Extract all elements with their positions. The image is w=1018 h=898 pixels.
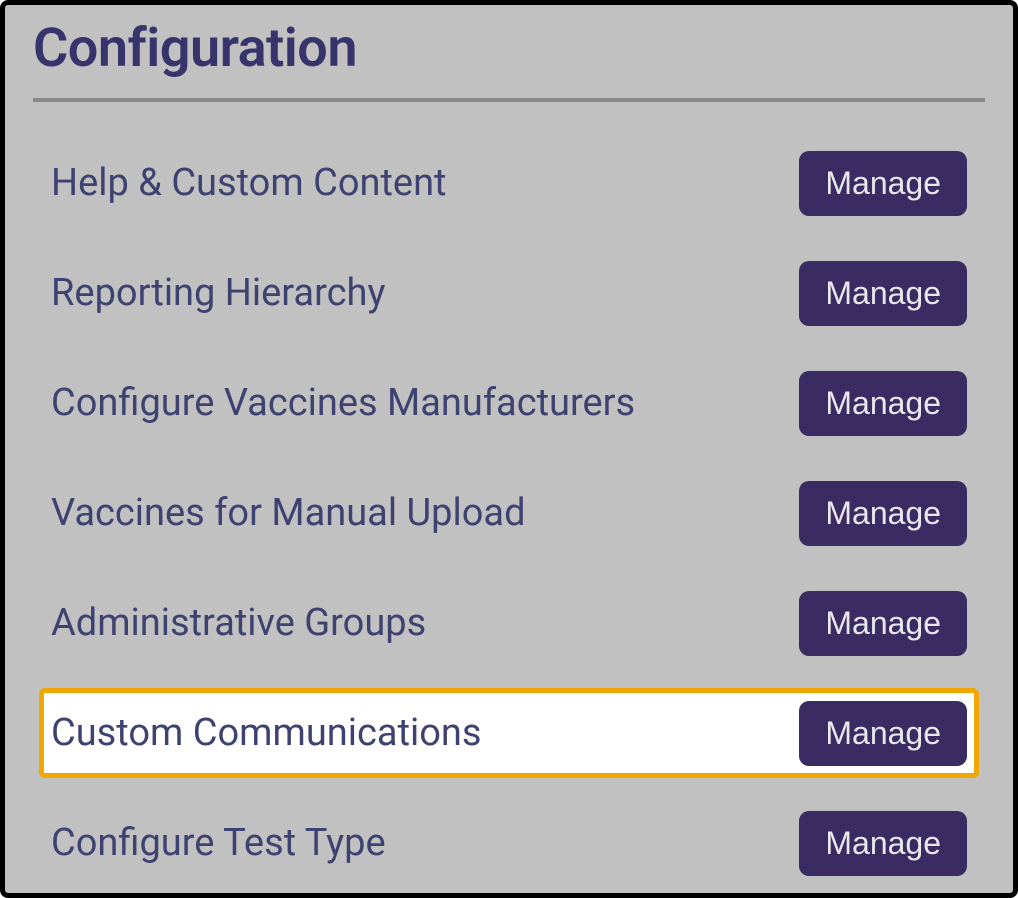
config-row-custom-communications: Custom Communications Manage xyxy=(39,688,979,778)
row-label: Configure Vaccines Manufacturers xyxy=(51,381,635,425)
config-row-help-custom-content: Help & Custom Content Manage xyxy=(39,138,979,228)
row-label: Reporting Hierarchy xyxy=(51,271,385,315)
manage-button-configure-vaccines-manufacturers[interactable]: Manage xyxy=(799,371,967,436)
row-label: Custom Communications xyxy=(51,711,482,755)
configuration-panel: Configuration Help & Custom Content Mana… xyxy=(0,0,1018,898)
panel-title: Configuration xyxy=(33,17,985,80)
config-rows: Help & Custom Content Manage Reporting H… xyxy=(33,138,985,888)
manage-button-custom-communications[interactable]: Manage xyxy=(799,701,967,766)
manage-button-help-custom-content[interactable]: Manage xyxy=(799,151,967,216)
config-row-configure-test-type: Configure Test Type Manage xyxy=(39,798,979,888)
manage-button-reporting-hierarchy[interactable]: Manage xyxy=(799,261,967,326)
config-row-administrative-groups: Administrative Groups Manage xyxy=(39,578,979,668)
row-label: Configure Test Type xyxy=(51,821,386,865)
manage-button-vaccines-manual-upload[interactable]: Manage xyxy=(799,481,967,546)
row-label: Administrative Groups xyxy=(51,601,426,645)
config-row-vaccines-manual-upload: Vaccines for Manual Upload Manage xyxy=(39,468,979,558)
config-row-configure-vaccines-manufacturers: Configure Vaccines Manufacturers Manage xyxy=(39,358,979,448)
row-label: Vaccines for Manual Upload xyxy=(51,491,526,535)
manage-button-administrative-groups[interactable]: Manage xyxy=(799,591,967,656)
config-row-reporting-hierarchy: Reporting Hierarchy Manage xyxy=(39,248,979,338)
row-label: Help & Custom Content xyxy=(51,161,447,205)
divider xyxy=(33,98,985,102)
manage-button-configure-test-type[interactable]: Manage xyxy=(799,811,967,876)
